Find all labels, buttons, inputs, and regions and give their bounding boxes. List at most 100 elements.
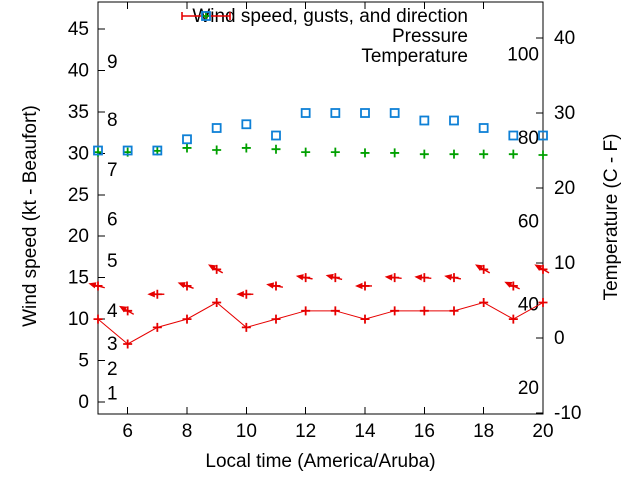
pressure-point: [182, 143, 192, 153]
beaufort-label: 7: [107, 160, 118, 181]
pressure-point: [390, 148, 400, 158]
gust-arrow-shaft: [94, 284, 105, 289]
legend-row-temperature: Temperature: [178, 11, 532, 67]
wind-point: [152, 322, 162, 332]
temperature-point: [538, 130, 548, 141]
gust-arrowhead: [266, 282, 275, 289]
gust-vector: [295, 273, 313, 283]
wind-point: [241, 322, 251, 332]
temperature-point: [330, 108, 341, 118]
wind-point: [449, 306, 459, 316]
fahrenheit-label: 100: [507, 45, 539, 66]
wind-point: [419, 306, 429, 316]
pressure-series: [93, 143, 548, 160]
gust-arrow-shaft: [391, 276, 402, 279]
beaufort-label: 8: [107, 110, 118, 131]
temperature-point: [449, 115, 459, 126]
left-axis-title: Wind speed (kt - Beaufort): [20, 105, 41, 327]
kt-tick-label: 10: [68, 309, 89, 330]
wind-point: [182, 314, 192, 324]
gust-vector: [534, 264, 550, 274]
pressure-point: [479, 149, 489, 159]
x-tick-label: 14: [354, 421, 376, 442]
celsius-tick-label: 30: [554, 103, 575, 124]
gust-arrowhead: [119, 305, 128, 313]
gust-vector: [119, 305, 135, 316]
kt-tick-label: 25: [68, 185, 89, 206]
gust-vector: [325, 273, 343, 283]
x-tick-label: 20: [532, 421, 553, 442]
fahrenheit-label: 80: [518, 128, 539, 149]
gust-vector: [504, 281, 520, 291]
x-tick-label: 18: [473, 421, 494, 442]
beaufort-label: 4: [107, 301, 118, 322]
gust-vector: [88, 281, 105, 291]
kt-tick-label: 15: [68, 268, 89, 289]
gust-series: [88, 264, 550, 316]
gust-arrow-shaft: [302, 276, 313, 280]
temperature-point: [152, 145, 163, 156]
gust-arrowhead: [414, 274, 423, 281]
pressure-point: [419, 149, 429, 159]
fahrenheit-label: 60: [518, 211, 539, 232]
fahrenheit-label: 40: [518, 295, 539, 316]
celsius-tick-label: 20: [554, 178, 575, 199]
legend-row-pressure: Pressure: [178, 11, 532, 47]
gust-arrow-shaft: [213, 267, 224, 274]
wind-point: [508, 314, 518, 324]
gust-vector: [208, 264, 224, 274]
plot-border: [97, 1, 544, 415]
gust-arrow-shaft: [420, 276, 432, 279]
legend-label-pressure: Pressure: [391, 26, 468, 47]
temperature-point: [211, 123, 222, 133]
temperature-point: [182, 134, 192, 145]
temperature-point: [122, 145, 133, 156]
x-tick-label: 8: [182, 421, 193, 442]
kt-tick-label: 45: [68, 19, 89, 40]
gust-arrow-shaft: [480, 267, 491, 274]
wind-point: [330, 306, 340, 316]
wind-point: [390, 306, 400, 316]
gust-arrow-shaft: [331, 276, 343, 281]
wind-speed-series: [93, 298, 548, 349]
kt-tick-label: 0: [78, 392, 89, 413]
beaufort-label: 3: [107, 334, 118, 355]
celsius-tick-label: 40: [554, 28, 575, 49]
kt-tick-label: 40: [68, 60, 89, 81]
x-tick-label: 6: [122, 421, 133, 442]
gust-arrowhead: [504, 281, 513, 288]
temperature-point: [478, 123, 489, 133]
celsius-tick-label: 10: [554, 253, 575, 274]
gust-vector: [384, 273, 402, 283]
gust-vector: [475, 264, 491, 274]
pressure-point: [508, 149, 518, 159]
kt-tick-label: 30: [68, 143, 89, 164]
gust-vector: [147, 289, 165, 299]
wind-point: [123, 339, 133, 349]
wind-point: [538, 298, 548, 308]
pressure-point: [301, 147, 311, 157]
wind-speed-line: [97, 301, 544, 345]
axis-ticks: [98, 2, 544, 414]
beaufort-label: 1: [107, 384, 118, 405]
gust-vector: [236, 289, 254, 299]
gust-arrowhead: [384, 274, 393, 281]
kt-tick-label: 20: [68, 226, 89, 247]
legend-label-temperature: Temperature: [361, 46, 468, 67]
pressure-point: [538, 150, 548, 160]
kt-tick-label: 35: [68, 102, 89, 123]
wind-point: [212, 298, 222, 308]
temperature-point: [360, 108, 370, 118]
x-tick-label: 10: [236, 421, 257, 442]
gust-vector: [444, 273, 462, 283]
wind-point: [479, 298, 489, 308]
legend-label-wind: Wind speed, gusts, and direction: [192, 6, 468, 27]
pressure-point: [271, 144, 281, 154]
gust-arrowhead: [147, 291, 155, 298]
gust-arrowhead: [355, 282, 363, 290]
x-tick-label: 12: [295, 421, 316, 442]
temperature-square-legend-icon: [201, 11, 532, 66]
wind-errorbar-legend-icon: [181, 8, 532, 26]
